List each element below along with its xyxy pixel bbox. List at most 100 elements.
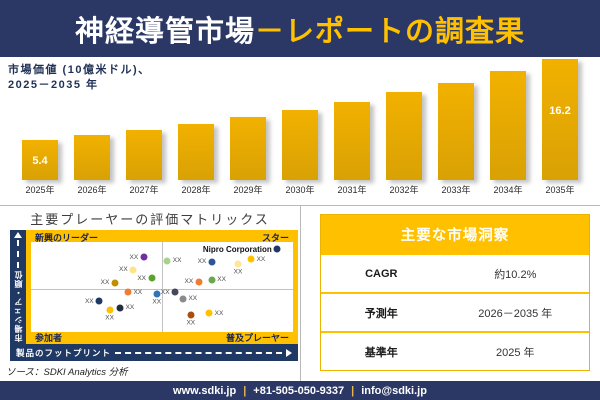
player-dot: XX — [186, 311, 195, 326]
player-dot: XX — [152, 290, 161, 306]
player-dot-nipro: Nipro Corporation — [203, 245, 281, 254]
player-dot: XX — [185, 278, 203, 286]
player-dot-label: XX — [184, 278, 194, 286]
quadrant-label-stars: スター — [261, 233, 289, 243]
footer-item: info@sdki.jp — [361, 384, 427, 397]
y-axis-label: 市場シェア・順位 — [13, 270, 23, 342]
y-axis-arrow-icon — [14, 232, 22, 238]
bar-2028年 — [178, 123, 214, 180]
vertical-divider — [300, 205, 301, 381]
player-dot-label: XX — [152, 298, 162, 306]
player-dot: XX — [179, 295, 197, 303]
source-note: ソース：SDKI Analytics 分析 — [6, 367, 128, 378]
player-dot-label: XX — [105, 314, 114, 322]
insights-row-CAGR: CAGR 約10.2% — [321, 253, 589, 292]
y-axis-band: 市場シェア・順位 — [10, 230, 26, 344]
page-title-accent: －レポートの調査果 — [255, 15, 526, 48]
report-header: 神経導管市場 －レポートの調査果 — [0, 0, 600, 57]
chart-axis-title: 市場価値 (10億米ドル)、 2025－2035 年 — [8, 63, 151, 93]
insights-row-基準年: 基準年 2025 年 — [321, 331, 589, 370]
player-dot-label: XX — [129, 253, 139, 261]
x-axis-dashed-line — [115, 351, 282, 354]
player-dot-label: XX — [186, 319, 196, 327]
x-axis-label: 製品のフットプリント — [16, 347, 112, 358]
quadrant-label-pervasive-players: 普及プレーヤー — [225, 333, 289, 343]
quadrant-horizontal-line — [31, 288, 293, 290]
player-dot-label: Nipro Corporation — [202, 244, 272, 254]
player-dot: XX — [116, 304, 134, 312]
player-dot-label: XX — [256, 255, 266, 263]
player-dot: XX — [208, 276, 226, 284]
bar-2034年 — [490, 71, 526, 180]
chart-axis-title-line2: 2025－2035 年 — [8, 79, 99, 91]
bar-value-label: 5.4 — [32, 154, 48, 167]
bar-chart-x-labels: 2025年 2026年 2027年 2028年 2029年 2030年 2031年 2032年… — [0, 183, 600, 196]
y-axis-dashed-line — [17, 240, 19, 268]
quadrant-label-participants: 参加者 — [35, 333, 63, 343]
player-dot: XX — [161, 288, 179, 296]
insights-row-value: 2026－2035 年 — [478, 307, 553, 320]
player-dot-label: XX — [233, 268, 243, 276]
bar-2026年 — [74, 135, 110, 180]
x-tick-label: 2028年 — [181, 185, 211, 195]
matrix-title: 主要プレーヤーの評価マトリックス — [30, 212, 270, 227]
bar-2030年 — [282, 109, 318, 180]
bar-2035年: 16.2 — [542, 58, 578, 180]
matrix-frame: 新興のリーダー スター 参加者 普及プレーヤー XX XX XX XX Nipro Co… — [26, 230, 298, 344]
quadrant-vertical-line — [162, 242, 163, 332]
quadrant-label-emerging-leaders: 新興のリーダー — [35, 233, 99, 243]
x-axis-arrow-icon — [286, 348, 292, 357]
footer-separator: | — [243, 384, 247, 397]
x-tick-label: 2034年 — [493, 185, 523, 195]
player-dot-label: XX — [133, 288, 143, 296]
player-dot-label: XX — [119, 266, 128, 274]
bar-value-label: 16.2 — [549, 104, 571, 117]
player-dot: XX — [234, 260, 242, 275]
page-title-main: 神経導管市場 — [74, 15, 255, 48]
bar-chart: 5.4 16.2 — [0, 57, 600, 180]
player-dot: XX — [105, 306, 114, 322]
insights-row-label: CAGR — [365, 267, 398, 280]
player-dot: XX — [205, 309, 223, 317]
player-dot-label: XX — [214, 309, 224, 317]
insights-row-label: 基準年 — [364, 346, 398, 359]
bar-2029年 — [230, 117, 266, 180]
insights-row-value: 約10.2% — [494, 268, 537, 281]
insights-table-title: 主要な市場洞察 — [321, 215, 589, 253]
insights-row-value: 2025 年 — [496, 346, 535, 359]
footer-bar: www.sdki.jp | +81-505-050-9337 | info@sdki.j… — [0, 381, 600, 400]
player-matrix: 市場シェア・順位 新興のリーダー スター 参加者 普及プレーヤー XX XX XX X… — [10, 230, 298, 361]
x-tick-label: 2025年 — [25, 185, 55, 195]
x-tick-label: 2029年 — [233, 185, 263, 195]
player-dot: XX — [137, 274, 156, 282]
player-dot-label: XX — [188, 295, 198, 303]
x-tick-label: 2035年 — [545, 185, 575, 195]
player-dot: XX — [129, 253, 148, 261]
matrix-plot-area: XX XX XX XX Nipro Corporation XX XX XX XX XX XX XX X… — [31, 242, 293, 332]
player-dot: XX — [247, 255, 265, 263]
player-dot: XX — [198, 258, 216, 266]
player-dot: XX — [124, 288, 142, 296]
insights-row-label: 予測年 — [364, 307, 398, 320]
bar-2027年 — [126, 129, 162, 180]
bar-2031年 — [334, 102, 370, 180]
insights-row-予測年: 予測年 2026－2035 年 — [321, 292, 589, 331]
player-dot: XX — [101, 279, 119, 286]
x-tick-label: 2033年 — [441, 185, 471, 195]
player-dot-label: XX — [137, 274, 147, 282]
player-dot-label: XX — [160, 288, 170, 296]
bar-2032年 — [386, 92, 422, 180]
player-dot-label: XX — [172, 257, 182, 265]
x-axis-band: 製品のフットプリント — [10, 344, 298, 361]
x-tick-label: 2030年 — [285, 185, 315, 195]
footer-item: www.sdki.jp — [173, 384, 237, 397]
bar-2033年 — [438, 82, 474, 180]
player-dot-label: XX — [197, 258, 207, 266]
x-tick-label: 2031年 — [337, 185, 367, 195]
x-tick-label: 2032年 — [389, 185, 419, 195]
player-dot-label: XX — [217, 276, 226, 284]
player-dot-label: XX — [100, 279, 110, 286]
footer-item: +81-505-050-9337 — [253, 384, 345, 397]
footer-separator: | — [351, 384, 355, 397]
